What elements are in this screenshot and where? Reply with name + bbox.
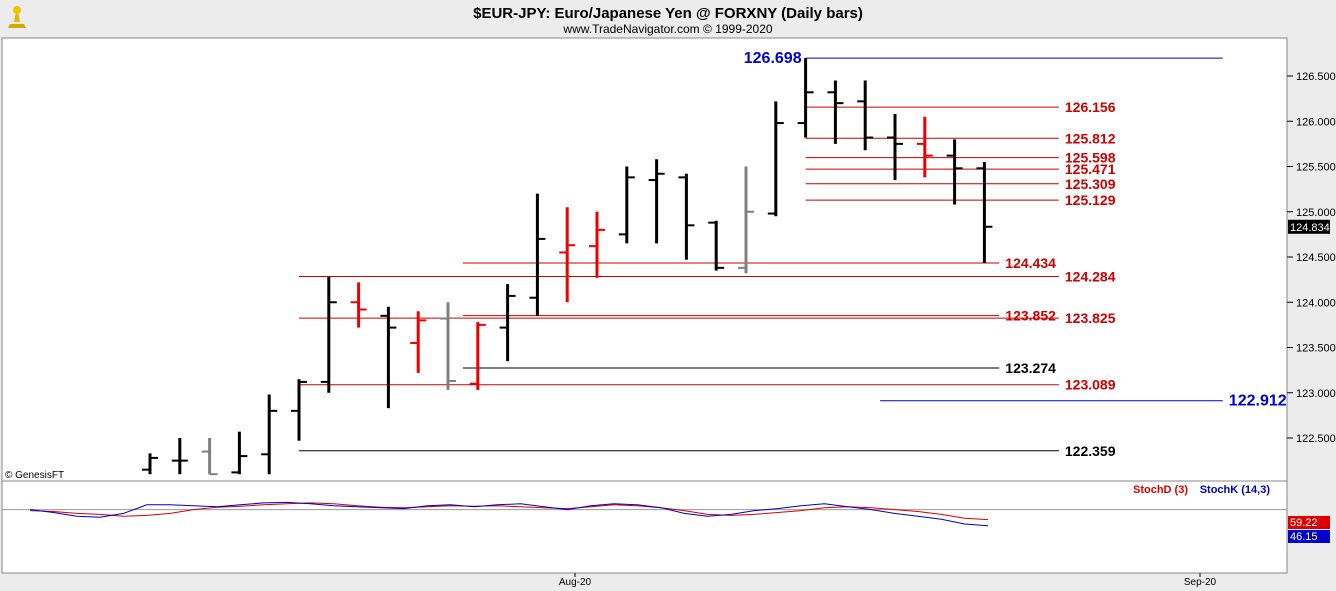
level-label: 126.698 xyxy=(744,50,802,67)
stochastic-pane xyxy=(1,480,1288,574)
price-bar xyxy=(678,173,695,260)
stoch-series-line xyxy=(29,501,989,527)
last-price-box xyxy=(1288,219,1330,234)
stoch-d-legend: StochD (3) xyxy=(1133,484,1188,496)
level-label: 125.309 xyxy=(1065,176,1116,192)
price-bar xyxy=(976,161,993,263)
price-bar xyxy=(410,311,427,373)
price-levels: 126.698 126.156 125.812 125.598125.471125.3… xyxy=(299,50,1287,459)
level-label: 124.434 xyxy=(1005,255,1056,271)
price-axis-tick-label: 123.500 xyxy=(1296,343,1336,355)
price-bar xyxy=(946,139,963,205)
price-bar xyxy=(291,379,307,441)
level-label: 123.825 xyxy=(1065,310,1116,326)
level-label: 126.156 xyxy=(1065,99,1116,115)
level-label: 122.359 xyxy=(1065,443,1116,459)
level-label: 125.812 xyxy=(1065,130,1116,146)
level-label: 122.912 xyxy=(1229,393,1287,410)
level-label: 125.471 xyxy=(1065,161,1116,177)
price-bar xyxy=(142,453,158,475)
price-bar xyxy=(767,101,784,217)
time-axis: Aug-20 Sep-20 xyxy=(559,573,1217,588)
stochastic-lines: 59.22 46.15 xyxy=(2,501,1330,543)
chart-title: $EUR-JPY: Euro/Japanese Yen @ FORXNY (Da… xyxy=(473,5,863,22)
price-axis: 126.500 126.000 125.500 125.000 124.500 124.0… xyxy=(1287,71,1336,445)
price-bar xyxy=(887,114,903,181)
price-axis-tick-label: 124.500 xyxy=(1296,252,1336,264)
stoch-k-legend: StochK (14,3) xyxy=(1200,484,1271,496)
price-axis-tick-label: 123.000 xyxy=(1296,388,1336,400)
chart-subtitle: www.TradeNavigator.com © 1999-2020 xyxy=(562,22,772,36)
level-label: 125.598 xyxy=(1065,150,1116,166)
time-axis-label: Sep-20 xyxy=(1184,577,1217,588)
price-axis-tick-label: 124.000 xyxy=(1296,297,1336,309)
watermark: © GenesisFT xyxy=(5,470,64,481)
price-bar xyxy=(708,220,725,271)
price-axis-tick-label: 122.500 xyxy=(1296,433,1336,445)
level-label: 125.129 xyxy=(1065,192,1116,208)
stoch-last-label: 46.15 xyxy=(1290,531,1318,543)
trade-navigator-logo-icon xyxy=(3,3,31,33)
price-bar xyxy=(618,166,635,244)
price-axis-tick-label: 126.500 xyxy=(1296,71,1336,83)
price-bar xyxy=(440,302,456,391)
price-bar xyxy=(857,80,874,151)
level-label: 123.089 xyxy=(1065,377,1116,393)
stoch-last-box xyxy=(1288,516,1330,529)
price-axis-tick-label: 125.000 xyxy=(1296,207,1336,219)
price-bar xyxy=(350,282,367,328)
price-bar xyxy=(916,116,933,178)
price-bar xyxy=(648,159,665,244)
time-axis-label: Aug-20 xyxy=(559,577,592,588)
price-bar xyxy=(201,438,218,476)
price-axis-tick-label: 125.500 xyxy=(1296,162,1336,174)
stoch-series-line xyxy=(29,502,989,521)
level-label: 124.284 xyxy=(1065,269,1116,285)
price-bar xyxy=(261,394,278,475)
last-price-label: 124.834 xyxy=(1290,222,1330,234)
price-bar xyxy=(231,431,248,475)
price-bar xyxy=(589,211,605,278)
price-bar xyxy=(320,276,337,393)
price-bar xyxy=(738,166,754,274)
price-bar xyxy=(499,284,516,362)
stoch-last-box xyxy=(1288,530,1330,543)
price-pane xyxy=(1,37,1288,482)
price-bar xyxy=(171,438,188,475)
price-bar xyxy=(827,80,844,144)
level-label: 123.274 xyxy=(1005,360,1056,376)
price-bar xyxy=(559,207,576,303)
price-axis-tick-label: 126.000 xyxy=(1296,116,1336,128)
price-bar xyxy=(380,306,397,409)
price-bar xyxy=(529,193,546,316)
level-label: 123.852 xyxy=(1005,308,1056,324)
price-bars xyxy=(142,58,993,476)
stoch-last-label: 59.22 xyxy=(1290,517,1318,529)
price-bar xyxy=(797,58,814,138)
price-bar xyxy=(469,322,486,391)
